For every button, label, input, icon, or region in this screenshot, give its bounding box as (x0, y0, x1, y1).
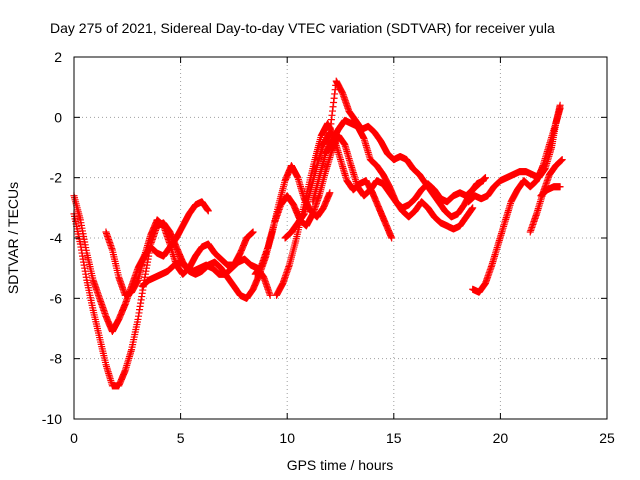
data-point-marker (326, 189, 334, 197)
x-axis-label: GPS time / hours (287, 457, 394, 473)
data-series (70, 77, 566, 390)
data-point-marker (388, 234, 396, 242)
data-point-marker (479, 177, 487, 185)
data-point-marker (469, 204, 477, 212)
data-point-marker (556, 183, 564, 191)
y-axis-label: SDTVAR / TECUs (5, 182, 21, 294)
y-tick-label: 0 (54, 109, 62, 125)
series-sat-h (309, 116, 477, 233)
x-tick-label: 10 (279, 430, 295, 446)
data-point-marker (558, 156, 566, 164)
series-sat-g (273, 119, 396, 299)
data-point-marker (556, 101, 564, 109)
chart-title: Day 275 of 2021, Sidereal Day-to-day VTE… (50, 20, 555, 36)
data-point-marker (249, 228, 257, 236)
data-point-marker (204, 207, 212, 215)
series-sat-b (70, 162, 334, 390)
series-sat-l (537, 183, 564, 200)
series-sat-d (138, 255, 274, 299)
y-tick-label: -2 (50, 170, 63, 186)
y-tick-label: 2 (54, 49, 62, 65)
x-tick-label: 20 (493, 430, 509, 446)
x-tick-label: 25 (599, 430, 615, 446)
x-tick-label: 15 (386, 430, 402, 446)
y-tick-label: -8 (50, 351, 63, 367)
series-sat-j (464, 101, 564, 206)
x-tick-label: 5 (177, 430, 185, 446)
y-tick-label: -4 (50, 230, 63, 246)
x-tick-label: 0 (70, 430, 78, 446)
series-sat-a (70, 192, 212, 336)
data-point-marker (266, 291, 274, 299)
y-tick-label: -6 (50, 290, 63, 306)
axis-ticks: 0 5 10 15 20 25 -10 -8 -6 -4 -2 0 2 (42, 49, 615, 446)
y-tick-label: -10 (42, 411, 62, 427)
